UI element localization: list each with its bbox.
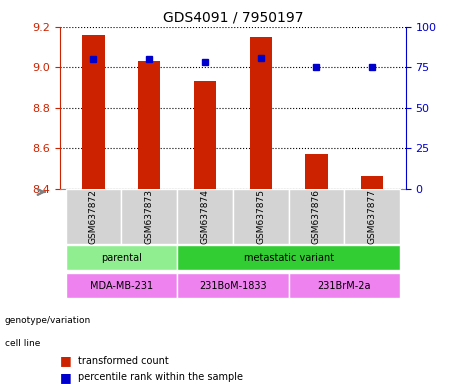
Text: cell line: cell line <box>5 339 40 348</box>
FancyBboxPatch shape <box>289 189 344 244</box>
Text: GSM637873: GSM637873 <box>145 189 154 244</box>
Text: ■: ■ <box>60 371 71 384</box>
Text: GSM637872: GSM637872 <box>89 189 98 244</box>
Text: ■: ■ <box>60 354 71 367</box>
Text: MDA-MB-231: MDA-MB-231 <box>90 281 153 291</box>
Bar <box>194 81 216 189</box>
Bar <box>361 177 384 189</box>
Text: GSM637874: GSM637874 <box>201 189 209 244</box>
Text: transformed count: transformed count <box>78 356 169 366</box>
Text: percentile rank within the sample: percentile rank within the sample <box>78 372 243 382</box>
Title: GDS4091 / 7950197: GDS4091 / 7950197 <box>163 10 303 24</box>
Text: metastatic variant: metastatic variant <box>243 253 334 263</box>
Bar <box>82 35 105 189</box>
FancyBboxPatch shape <box>177 273 289 298</box>
Text: GSM637877: GSM637877 <box>368 189 377 244</box>
FancyBboxPatch shape <box>65 245 177 270</box>
Bar <box>305 154 328 189</box>
Text: 231BoM-1833: 231BoM-1833 <box>199 281 266 291</box>
FancyBboxPatch shape <box>289 273 400 298</box>
Text: GSM637875: GSM637875 <box>256 189 265 244</box>
FancyBboxPatch shape <box>177 189 233 244</box>
Text: 231BrM-2a: 231BrM-2a <box>318 281 371 291</box>
FancyBboxPatch shape <box>65 189 121 244</box>
Text: genotype/variation: genotype/variation <box>5 316 91 325</box>
Text: GSM637876: GSM637876 <box>312 189 321 244</box>
FancyBboxPatch shape <box>121 189 177 244</box>
Bar <box>138 61 160 189</box>
FancyBboxPatch shape <box>233 189 289 244</box>
Bar <box>249 37 272 189</box>
FancyBboxPatch shape <box>344 189 400 244</box>
FancyBboxPatch shape <box>65 273 177 298</box>
FancyBboxPatch shape <box>177 245 400 270</box>
Text: parental: parental <box>101 253 142 263</box>
